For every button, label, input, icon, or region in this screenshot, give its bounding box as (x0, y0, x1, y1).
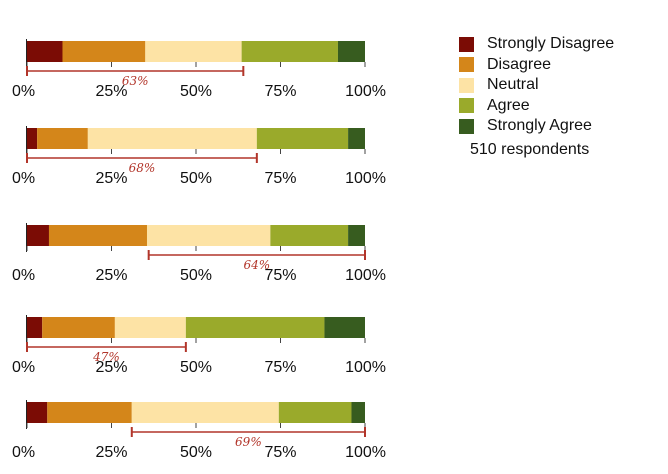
legend: Strongly Disagree Disagree Neutral Agree… (459, 34, 614, 137)
legend-label: Agree (487, 96, 530, 114)
bar-segment (114, 317, 186, 338)
respondent-count: 510 respondents (470, 141, 590, 158)
bar-segment (27, 225, 49, 246)
x-tick-label: 75% (264, 83, 296, 100)
x-tick-label: 75% (264, 267, 296, 284)
bar-segment (348, 128, 365, 149)
x-tick-label: 50% (180, 170, 212, 187)
x-tick-label: 25% (95, 359, 127, 376)
legend-item-disagree: Disagree (459, 55, 614, 76)
bar-segment (241, 41, 338, 62)
legend-item-strongly-disagree: Strongly Disagree (459, 34, 614, 55)
bar-segment (351, 402, 365, 423)
legend-label: Strongly Agree (487, 117, 592, 135)
legend-swatch (459, 118, 474, 134)
x-tick-label: 25% (95, 444, 127, 461)
annotation-label: 63% (122, 74, 149, 88)
x-tick-label: 0% (12, 444, 35, 461)
bar-segment (27, 317, 43, 338)
legend-swatch (459, 57, 474, 73)
bar-segment (324, 317, 365, 338)
x-tick-label: 75% (264, 170, 296, 187)
x-tick-label: 0% (12, 83, 35, 100)
bar-segment (62, 41, 146, 62)
x-tick-label: 25% (95, 170, 127, 187)
legend-label: Neutral (487, 76, 539, 94)
x-tick-label: 100% (345, 83, 386, 100)
legend-swatch (459, 98, 474, 114)
x-tick-label: 100% (345, 444, 386, 461)
bar-segment (27, 128, 38, 149)
legend-swatch (459, 36, 474, 52)
x-tick-label: 100% (345, 359, 386, 376)
bar-segment (87, 128, 257, 149)
bar-segment (337, 41, 365, 62)
x-tick-label: 75% (264, 444, 296, 461)
legend-label: Strongly Disagree (487, 35, 615, 53)
bar-segment (146, 225, 271, 246)
x-tick-label: 75% (264, 359, 296, 376)
bar-segment (185, 317, 325, 338)
x-tick-label: 0% (12, 359, 35, 376)
x-tick-label: 100% (345, 267, 386, 284)
bar-segment (256, 128, 349, 149)
annotation-label: 47% (92, 350, 120, 364)
x-tick-label: 50% (180, 267, 212, 284)
x-tick-label: 0% (12, 267, 35, 284)
x-tick-label: 50% (180, 83, 212, 100)
bar-segment (270, 225, 349, 246)
x-tick-label: 0% (12, 170, 35, 187)
x-tick-label: 50% (180, 359, 212, 376)
legend-label: Disagree (487, 55, 552, 73)
bar-segment (48, 225, 147, 246)
bar-segment (131, 402, 279, 423)
bar-segment (27, 41, 63, 62)
x-tick-label: 50% (180, 444, 212, 461)
bar-segment (47, 402, 132, 423)
annotation-label: 68% (129, 161, 156, 175)
legend-item-neutral: Neutral (459, 75, 614, 96)
x-tick-label: 100% (345, 170, 386, 187)
bar-segment (348, 225, 365, 246)
annotation-label: 69% (235, 435, 262, 449)
legend-swatch (459, 77, 474, 93)
x-tick-label: 25% (95, 83, 127, 100)
bar-segment (37, 128, 88, 149)
bar-segment (27, 402, 48, 423)
legend-item-strongly-agree: Strongly Agree (459, 116, 614, 137)
annotation-label: 64% (244, 258, 271, 272)
bar-segment (278, 402, 352, 423)
legend-item-agree: Agree (459, 96, 614, 117)
bar-segment (145, 41, 242, 62)
bar-segment (42, 317, 115, 338)
x-tick-label: 25% (95, 267, 127, 284)
